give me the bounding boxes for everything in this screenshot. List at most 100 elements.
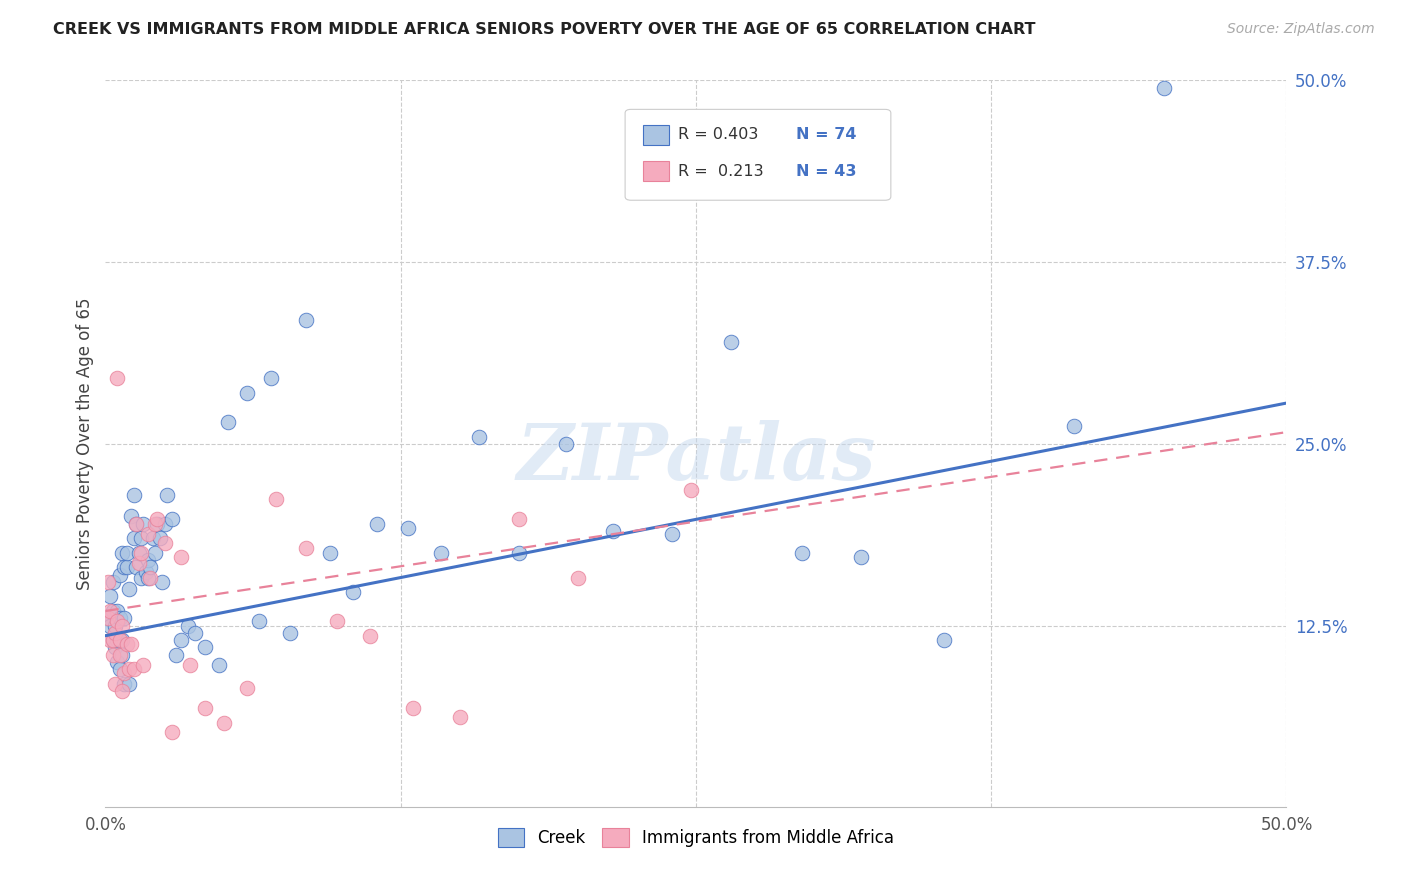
Point — [101, 604, 124, 618]
Point — [112, 611, 135, 625]
Point — [555, 436, 578, 450]
Point — [128, 546, 150, 560]
Point — [194, 640, 217, 655]
Point — [136, 570, 159, 584]
Point — [129, 570, 152, 584]
Point — [122, 531, 145, 545]
Point — [136, 527, 159, 541]
Text: ZIPatlas: ZIPatlas — [516, 420, 876, 497]
Point — [136, 553, 159, 567]
Text: R =  0.213: R = 0.213 — [678, 163, 763, 178]
Point — [217, 415, 239, 429]
Point — [156, 488, 179, 502]
Y-axis label: Seniors Poverty Over the Age of 65: Seniors Poverty Over the Age of 65 — [76, 298, 94, 590]
Point — [98, 604, 121, 618]
Bar — [643, 125, 669, 145]
Point — [125, 516, 148, 531]
Text: N = 74: N = 74 — [796, 128, 856, 143]
Point — [111, 648, 134, 662]
Point — [508, 512, 530, 526]
Point — [104, 618, 127, 632]
Point — [681, 483, 703, 498]
Point — [567, 570, 589, 584]
Point — [112, 666, 135, 681]
Point — [104, 625, 127, 640]
Point — [602, 524, 624, 538]
Point — [208, 657, 231, 672]
Point — [132, 516, 155, 531]
Point — [129, 531, 152, 545]
Point — [115, 637, 138, 651]
Point — [118, 662, 141, 676]
Text: CREEK VS IMMIGRANTS FROM MIDDLE AFRICA SENIORS POVERTY OVER THE AGE OF 65 CORREL: CREEK VS IMMIGRANTS FROM MIDDLE AFRICA S… — [53, 22, 1036, 37]
Point — [97, 611, 120, 625]
Point — [1063, 419, 1085, 434]
Point — [105, 633, 128, 648]
Point — [111, 633, 134, 648]
Point — [932, 633, 955, 648]
Point — [236, 681, 259, 695]
Legend: Creek, Immigrants from Middle Africa: Creek, Immigrants from Middle Africa — [491, 821, 901, 854]
Point — [342, 585, 364, 599]
Point — [111, 546, 134, 560]
Point — [792, 546, 814, 560]
Point — [97, 574, 120, 589]
Point — [112, 676, 135, 690]
Point — [129, 546, 152, 560]
Point — [125, 560, 148, 574]
Point — [720, 334, 742, 349]
Point — [101, 633, 124, 648]
Point — [177, 618, 200, 632]
Point — [295, 313, 318, 327]
Point — [104, 640, 127, 655]
Point — [467, 429, 489, 443]
Point — [132, 657, 155, 672]
Point — [98, 633, 121, 648]
Point — [170, 550, 193, 565]
Point — [122, 488, 145, 502]
Point — [326, 614, 349, 628]
Point — [98, 618, 121, 632]
Point — [160, 512, 183, 526]
Point — [142, 531, 165, 545]
Point — [108, 611, 131, 625]
Point — [139, 570, 162, 584]
Point — [359, 629, 381, 643]
Point — [108, 567, 131, 582]
Point — [319, 546, 342, 560]
Point — [128, 556, 150, 570]
Point — [1153, 80, 1175, 95]
Point — [105, 371, 128, 385]
Point — [143, 516, 166, 531]
Point — [105, 614, 128, 628]
Point — [153, 535, 176, 549]
Point — [150, 574, 173, 589]
Bar — [643, 161, 669, 181]
Point — [661, 527, 683, 541]
Point — [118, 582, 141, 597]
Point — [120, 637, 142, 651]
Point — [108, 662, 131, 676]
Point — [122, 662, 145, 676]
Point — [120, 509, 142, 524]
Point — [194, 701, 217, 715]
Point — [295, 541, 318, 556]
Point — [118, 676, 141, 690]
Point — [108, 648, 131, 662]
Point — [98, 590, 121, 604]
Point — [366, 516, 388, 531]
Text: Source: ZipAtlas.com: Source: ZipAtlas.com — [1227, 22, 1375, 37]
Point — [153, 516, 176, 531]
Point — [125, 516, 148, 531]
Point — [112, 560, 135, 574]
Point — [236, 385, 259, 400]
Point — [396, 521, 419, 535]
FancyBboxPatch shape — [626, 110, 891, 200]
Point — [146, 516, 169, 531]
Point — [149, 531, 172, 545]
Point — [160, 724, 183, 739]
Point — [146, 512, 169, 526]
Point — [165, 648, 187, 662]
Point — [260, 371, 283, 385]
Text: R = 0.403: R = 0.403 — [678, 128, 759, 143]
